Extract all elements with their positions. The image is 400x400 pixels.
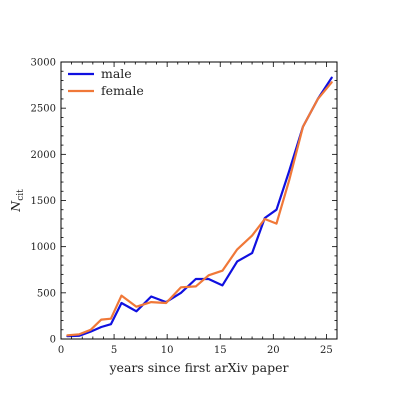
legend: male female xyxy=(68,66,144,98)
axes-layer xyxy=(60,61,338,340)
ticks-layer: 0 5 10 15 20 25 0 500 1000 1500 2000 2500 3000 xyxy=(31,58,338,356)
plot-frame xyxy=(60,61,338,340)
legend-label-female: female xyxy=(101,83,144,98)
y-tick-label: 3000 xyxy=(31,58,56,69)
x-tick-label: 0 xyxy=(58,345,64,356)
series-line-female xyxy=(66,81,333,337)
y-tick-label: 1000 xyxy=(31,242,56,253)
y-tick-label: 500 xyxy=(37,288,56,299)
x-tick-label: 10 xyxy=(161,345,174,356)
x-tick-label: 20 xyxy=(267,345,280,356)
series-layer xyxy=(66,76,333,338)
x-tick-label: 25 xyxy=(320,345,333,356)
y-tick-label: 0 xyxy=(50,335,56,346)
y-axis-label-main: N xyxy=(8,200,23,213)
y-tick-label: 2000 xyxy=(31,150,56,161)
x-tick-label: 5 xyxy=(111,345,117,356)
legend-label-male: male xyxy=(101,66,132,81)
x-tick-label: 15 xyxy=(214,345,227,356)
series-line-male xyxy=(66,76,333,338)
y-tick-label: 2500 xyxy=(31,104,56,115)
y-tick-label: 1500 xyxy=(31,196,56,207)
y-axis-label: Ncit xyxy=(8,189,26,213)
y-axis-label-subscript: cit xyxy=(16,189,26,201)
x-axis-label: years since first arXiv paper xyxy=(108,360,288,375)
